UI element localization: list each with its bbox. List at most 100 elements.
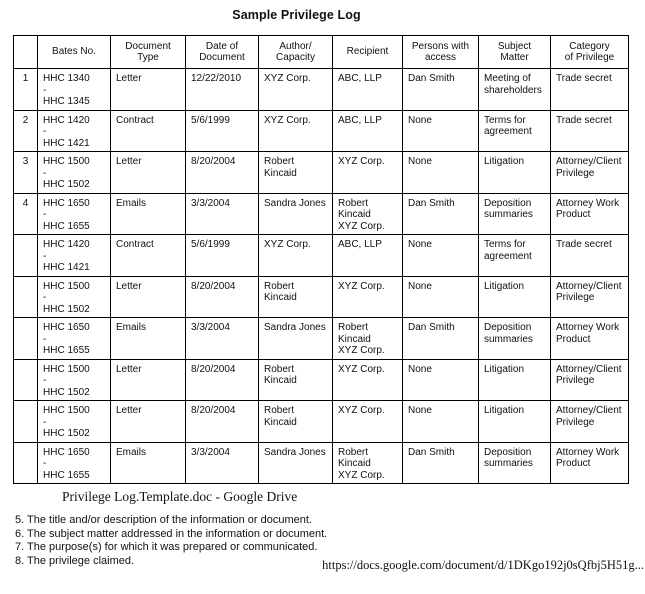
cell-document-type: Letter — [110, 400, 186, 443]
cell-subject-matter: Meeting of shareholders — [478, 68, 551, 111]
cell-recipient: XYZ Corp. — [332, 151, 403, 194]
cell-bates-no: HHC 1420 - HHC 1421 — [37, 109, 111, 152]
note-line: 7. The purpose(s) for which it was prepa… — [15, 541, 318, 554]
cell-author-capacity: XYZ Corp. — [258, 109, 333, 152]
cell-bates-no: HHC 1500 - HHC 1502 — [37, 275, 111, 318]
header-row: Bates No. Document Type Date of Document… — [13, 35, 629, 69]
table-row: HHC 1500 - HHC 1502 Letter 8/20/2004 Rob… — [13, 358, 629, 401]
table-row: HHC 1650 - HHC 1655 Emails 3/3/2004 Sand… — [13, 317, 629, 360]
document-url: https://docs.google.com/document/d/1DKgo… — [322, 558, 644, 572]
cell-recipient: ABC, LLP — [332, 68, 403, 111]
cell-document-type: Contract — [110, 109, 186, 152]
cell-date-of-document: 8/20/2004 — [185, 400, 259, 443]
cell-row-number: 3 — [13, 151, 38, 194]
cell-persons-with-access: None — [402, 400, 479, 443]
cell-category-of-privilege: Attorney/Client Privilege — [550, 275, 629, 318]
cell-date-of-document: 3/3/2004 — [185, 317, 259, 360]
cell-subject-matter: Deposition summaries — [478, 441, 551, 484]
table-row: HHC 1500 - HHC 1502 Letter 8/20/2004 Rob… — [13, 400, 629, 443]
cell-persons-with-access: None — [402, 275, 479, 318]
cell-recipient: XYZ Corp. — [332, 275, 403, 318]
column-header-bates-no: Bates No. — [37, 35, 111, 69]
cell-document-type: Emails — [110, 317, 186, 360]
cell-bates-no: HHC 1650 - HHC 1655 — [37, 441, 111, 484]
cell-recipient: XYZ Corp. — [332, 400, 403, 443]
cell-bates-no: HHC 1500 - HHC 1502 — [37, 151, 111, 194]
cell-document-type: Letter — [110, 68, 186, 111]
cell-author-capacity: Robert Kincaid — [258, 358, 333, 401]
cell-category-of-privilege: Attorney/Client Privilege — [550, 358, 629, 401]
column-header-recipient: Recipient — [332, 35, 403, 69]
table-row: HHC 1420 - HHC 1421 Contract 5/6/1999 XY… — [13, 234, 629, 277]
cell-row-number — [13, 400, 38, 443]
cell-bates-no: HHC 1420 - HHC 1421 — [37, 234, 111, 277]
table-row: 4 HHC 1650 - HHC 1655 Emails 3/3/2004 Sa… — [13, 192, 629, 235]
cell-date-of-document: 8/20/2004 — [185, 275, 259, 318]
privilege-table-body: 1 HHC 1340 - HHC 1345 Letter 12/22/2010 … — [13, 68, 629, 484]
cell-row-number: 4 — [13, 192, 38, 235]
cell-persons-with-access: Dan Smith — [402, 68, 479, 111]
cell-category-of-privilege: Attorney Work Product — [550, 441, 629, 484]
cell-date-of-document: 3/3/2004 — [185, 192, 259, 235]
cell-subject-matter: Deposition summaries — [478, 192, 551, 235]
cell-recipient: Robert Kincaid XYZ Corp. — [332, 192, 403, 235]
cell-persons-with-access: None — [402, 358, 479, 401]
document-filename-caption: Privilege Log.Template.doc - Google Driv… — [62, 489, 298, 504]
cell-author-capacity: Robert Kincaid — [258, 275, 333, 318]
cell-author-capacity: XYZ Corp. — [258, 234, 333, 277]
note-line: 8. The privilege claimed. — [15, 554, 135, 567]
column-header-row-number — [13, 35, 38, 69]
cell-subject-matter: Litigation — [478, 400, 551, 443]
cell-category-of-privilege: Trade secret — [550, 68, 629, 111]
column-header-category-of-privilege: Category of Privilege — [550, 35, 629, 69]
notes-list: 5. The title and/or description of the i… — [15, 514, 327, 568]
table-row: 3 HHC 1500 - HHC 1502 Letter 8/20/2004 R… — [13, 151, 629, 194]
column-header-document-type: Document Type — [110, 35, 186, 69]
cell-date-of-document: 3/3/2004 — [185, 441, 259, 484]
cell-document-type: Letter — [110, 358, 186, 401]
cell-subject-matter: Litigation — [478, 275, 551, 318]
cell-bates-no: HHC 1500 - HHC 1502 — [37, 358, 111, 401]
cell-document-type: Emails — [110, 192, 186, 235]
cell-subject-matter: Terms for agreement — [478, 109, 551, 152]
cell-document-type: Contract — [110, 234, 186, 277]
cell-category-of-privilege: Attorney Work Product — [550, 192, 629, 235]
cell-row-number — [13, 441, 38, 484]
column-header-subject-matter: Subject Matter — [478, 35, 551, 69]
table-header: Bates No. Document Type Date of Document… — [13, 35, 629, 69]
cell-date-of-document: 12/22/2010 — [185, 68, 259, 111]
cell-persons-with-access: Dan Smith — [402, 441, 479, 484]
cell-row-number — [13, 234, 38, 277]
column-header-persons-with-access: Persons with access — [402, 35, 479, 69]
note-line: 5. The title and/or description of the i… — [15, 514, 312, 526]
cell-recipient: XYZ Corp. — [332, 358, 403, 401]
cell-date-of-document: 8/20/2004 — [185, 358, 259, 401]
cell-bates-no: HHC 1500 - HHC 1502 — [37, 400, 111, 443]
cell-category-of-privilege: Trade secret — [550, 234, 629, 277]
table-row: 2 HHC 1420 - HHC 1421 Contract 5/6/1999 … — [13, 109, 629, 152]
cell-recipient: ABC, LLP — [332, 109, 403, 152]
cell-document-type: Letter — [110, 151, 186, 194]
cell-author-capacity: XYZ Corp. — [258, 68, 333, 111]
cell-persons-with-access: Dan Smith — [402, 317, 479, 360]
table-row: HHC 1650 - HHC 1655 Emails 3/3/2004 Sand… — [13, 441, 629, 484]
cell-persons-with-access: None — [402, 109, 479, 152]
cell-document-type: Emails — [110, 441, 186, 484]
cell-row-number — [13, 275, 38, 318]
cell-date-of-document: 5/6/1999 — [185, 109, 259, 152]
cell-persons-with-access: Dan Smith — [402, 192, 479, 235]
cell-row-number: 2 — [13, 109, 38, 152]
cell-row-number: 1 — [13, 68, 38, 111]
cell-author-capacity: Sandra Jones — [258, 441, 333, 484]
cell-recipient: ABC, LLP — [332, 234, 403, 277]
cell-persons-with-access: None — [402, 234, 479, 277]
cell-recipient: Robert Kincaid XYZ Corp. — [332, 441, 403, 484]
cell-persons-with-access: None — [402, 151, 479, 194]
note-line: 6. The subject matter addressed in the i… — [15, 527, 328, 540]
cell-category-of-privilege: Attorney/Client Privilege — [550, 151, 629, 194]
cell-bates-no: HHC 1340 - HHC 1345 — [37, 68, 111, 111]
cell-date-of-document: 5/6/1999 — [185, 234, 259, 277]
cell-category-of-privilege: Attorney/Client Privilege — [550, 400, 629, 443]
cell-recipient: Robert Kincaid XYZ Corp. — [332, 317, 403, 360]
privilege-log-table: Bates No. Document Type Date of Document… — [13, 35, 629, 484]
